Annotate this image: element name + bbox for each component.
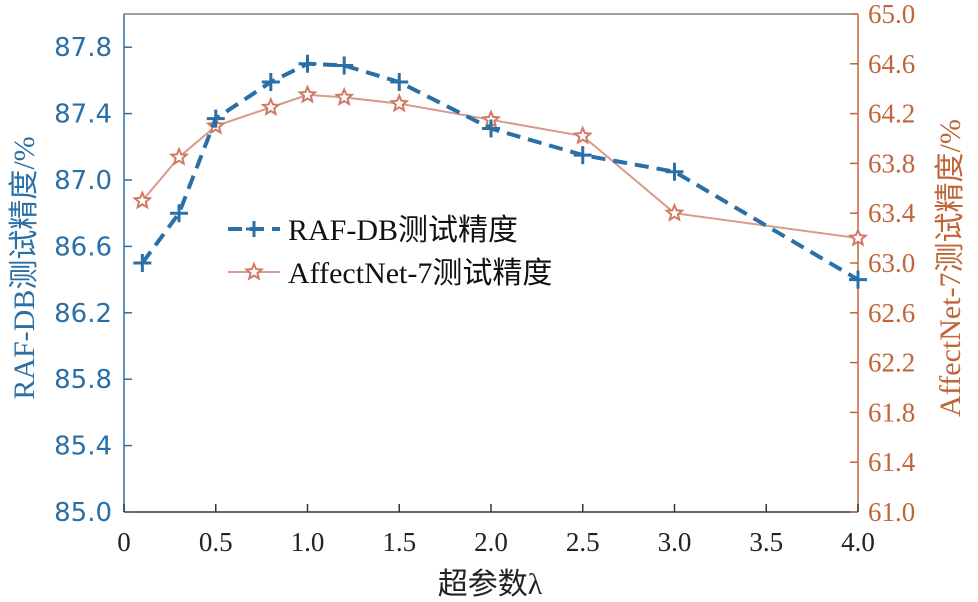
legend-marker-raf-db — [246, 221, 262, 237]
data-point-affectnet — [847, 227, 869, 247]
legend-marker-affectnet — [243, 261, 265, 281]
x-tick-label: 0.5 — [199, 527, 233, 557]
left-tick-label: 85.4 — [54, 432, 112, 462]
right-tick-label: 61.4 — [868, 447, 916, 477]
data-point-affectnet — [572, 125, 593, 145]
right-tick-label: 62.2 — [868, 348, 915, 378]
left-tick-label: 86.2 — [54, 299, 112, 329]
data-point-affectnet — [297, 84, 318, 104]
data-point-raf-db — [133, 254, 152, 272]
right-tick-label: 61.0 — [868, 497, 915, 527]
data-point-raf-db — [390, 73, 409, 92]
left-y-axis: 85.0 85.4 85.8 86.2 86.6 87.0 87.4 87.8 — [54, 33, 132, 528]
data-point-affectnet — [132, 190, 153, 210]
x-tick-label: 3.5 — [749, 527, 783, 557]
data-point-raf-db — [298, 54, 317, 73]
left-tick-label: 86.6 — [54, 232, 112, 262]
x-tick-label: 1.5 — [382, 527, 416, 557]
data-point-affectnet — [260, 96, 281, 116]
left-tick-label: 87.8 — [54, 33, 112, 63]
right-tick-label: 64.6 — [868, 49, 915, 79]
right-tick-label: 63.8 — [868, 148, 915, 178]
x-axis-title: 超参数λ — [438, 568, 543, 601]
series-line-raf-db — [140, 61, 860, 282]
data-point-raf-db — [206, 109, 225, 128]
right-tick-label: 63.4 — [868, 198, 916, 228]
x-axis: 0 0.5 1.0 1.5 2.0 2.5 3.0 3.5 4.0 — [117, 504, 875, 557]
right-tick-label: 61.8 — [868, 397, 915, 427]
right-tick-label: 62.6 — [868, 298, 915, 328]
legend: RAF-DB测试精度 AffectNet-7测试精度 — [228, 214, 552, 290]
right-tick-label: 63.0 — [868, 248, 915, 278]
data-point-affectnet — [664, 202, 685, 222]
legend-label-affectnet: AffectNet-7测试精度 — [288, 257, 552, 290]
right-tick-label: 65.0 — [868, 0, 915, 29]
data-point-raf-db — [482, 119, 500, 138]
data-point-affectnet — [168, 146, 190, 166]
right-y-axis: 61.0 61.4 61.8 62.2 62.6 63.0 63.4 63.8 64.2 64.6… — [850, 0, 916, 527]
data-point-raf-db — [849, 270, 867, 289]
left-axis-title: RAF-DB测试精度/% — [8, 136, 41, 399]
x-tick-label: 0 — [117, 527, 131, 557]
left-tick-label: 85.8 — [54, 365, 112, 395]
x-tick-label: 4.0 — [841, 527, 875, 557]
left-tick-label: 87.0 — [54, 166, 112, 196]
data-point-affectnet — [389, 93, 410, 113]
data-point-affectnet — [334, 86, 355, 106]
right-axis-title: AffectNet-7测试精度/% — [934, 119, 967, 417]
data-point-raf-db — [335, 56, 354, 75]
series-layer — [132, 54, 869, 289]
x-tick-label: 1.0 — [291, 527, 325, 557]
data-point-raf-db — [573, 146, 592, 165]
legend-label-raf-db: RAF-DB测试精度 — [288, 214, 518, 247]
x-tick-label: 3.0 — [658, 527, 692, 557]
plot-frame — [123, 13, 859, 513]
x-tick-label: 2.0 — [474, 527, 508, 557]
data-point-raf-db — [170, 204, 189, 223]
data-point-raf-db — [261, 73, 280, 92]
left-tick-label: 85.0 — [54, 498, 112, 528]
x-tick-label: 2.5 — [566, 527, 600, 557]
data-point-raf-db — [665, 162, 684, 181]
right-tick-label: 64.2 — [868, 99, 915, 129]
left-tick-label: 87.4 — [54, 100, 112, 130]
